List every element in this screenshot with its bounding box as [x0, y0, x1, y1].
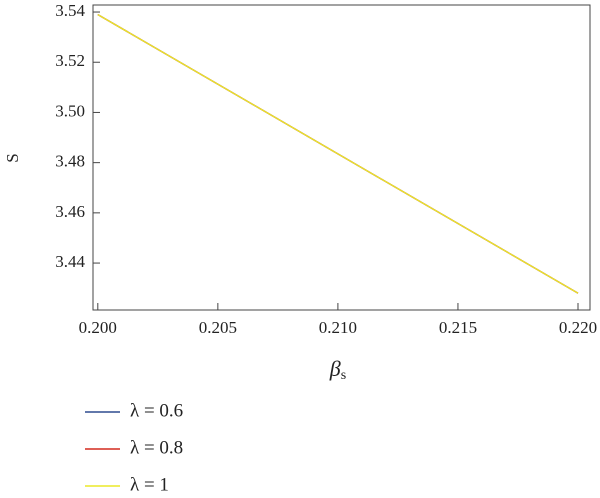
- x-tick-label: 0.205: [199, 318, 237, 337]
- legend-label: λ = 0.8: [130, 437, 183, 458]
- legend-label: λ = 1: [130, 474, 169, 495]
- x-axis-label: βs: [329, 356, 346, 383]
- series-line: [97, 13, 579, 294]
- x-tick-label: 0.220: [559, 318, 597, 337]
- y-tick-label: 3.46: [55, 202, 85, 221]
- y-tick-label: 3.44: [55, 252, 85, 271]
- y-tick-label: 3.54: [55, 1, 85, 20]
- y-tick-label: 3.48: [55, 152, 85, 171]
- legend-label: λ = 0.6: [130, 400, 183, 421]
- y-axis-label: S: [3, 153, 22, 162]
- x-tick-label: 0.210: [319, 318, 357, 337]
- y-tick-label: 3.50: [55, 101, 85, 120]
- plot-frame: [92, 4, 591, 311]
- x-tick-label: 0.215: [439, 318, 477, 337]
- x-tick-label: 0.200: [79, 318, 117, 337]
- x-axis-symbol: β: [329, 356, 341, 381]
- y-tick-label: 3.52: [55, 51, 85, 70]
- x-axis-subscript: s: [341, 368, 346, 383]
